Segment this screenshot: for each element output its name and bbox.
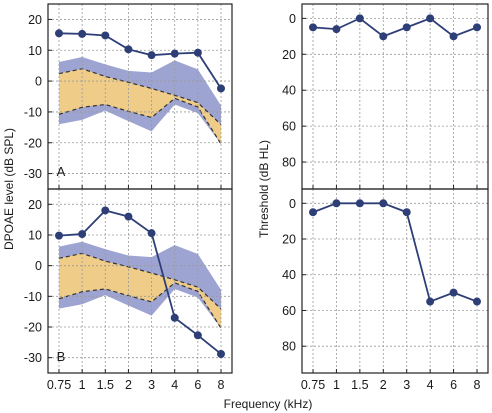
- panel-label: B: [57, 349, 66, 364]
- y-tick-label: -10: [24, 290, 42, 304]
- data-point: [78, 230, 87, 239]
- x-tick-label: 2: [125, 378, 132, 392]
- data-point: [55, 29, 63, 38]
- y-tick-label: 0: [289, 197, 296, 211]
- y-tick-label: -20: [24, 321, 42, 335]
- data-point: [170, 313, 179, 322]
- data-point: [170, 49, 179, 58]
- y-tick-label: 10: [28, 229, 42, 243]
- y-tick-label: 20: [28, 198, 42, 212]
- data-point: [402, 23, 411, 32]
- data-point: [332, 199, 341, 208]
- dashed-boundary-lower: [58, 282, 222, 329]
- normative-inner-band: [59, 68, 221, 144]
- data-point: [402, 208, 411, 217]
- y-tick-label: -30: [24, 351, 42, 365]
- data-point: [355, 14, 364, 23]
- data-point: [309, 23, 317, 32]
- chart-panel-2: 20 10 0 -10 -20 -30 0.75 1 1.5 2 3 4 6 8 B: [24, 188, 233, 392]
- data-point: [379, 32, 388, 41]
- chart-panel-4: 0 20 40 60 80 0.75 1 1.5 2 3 4 6 8: [282, 188, 489, 392]
- data-point: [55, 231, 63, 240]
- data-point: [217, 84, 225, 93]
- y-tick-label: 0: [289, 12, 296, 26]
- y-tick-label: 40: [282, 84, 296, 98]
- data-point: [473, 297, 481, 306]
- x-tick-label: 1: [333, 378, 340, 392]
- x-tick-label: 6: [194, 378, 201, 392]
- data-point: [101, 206, 110, 215]
- data-point: [217, 349, 225, 358]
- y-tick-label: -30: [24, 167, 42, 181]
- y-tick-label: 60: [282, 304, 296, 318]
- data-point: [426, 297, 435, 306]
- data-point: [193, 331, 202, 340]
- y-tick-label: 0: [35, 259, 42, 273]
- panel-label: A: [57, 164, 66, 179]
- dashed-boundary-upper: [58, 68, 222, 125]
- x-tick-label: 6: [450, 378, 457, 392]
- x-tick-label: 4: [171, 378, 178, 392]
- x-tick-label: 8: [218, 378, 225, 392]
- data-point: [124, 45, 133, 54]
- x-tick-label: 1: [79, 378, 86, 392]
- y-tick-label: -20: [24, 136, 42, 150]
- data-point: [101, 31, 110, 40]
- x-tick-label: 3: [148, 378, 155, 392]
- y-axis-title-right: Threshold (dB HL): [257, 140, 271, 238]
- x-tick-label: 0.75: [47, 378, 71, 392]
- y-tick-label: 20: [282, 233, 296, 247]
- data-point: [193, 48, 202, 57]
- normative-inner-band: [59, 253, 221, 329]
- panel-frame: [301, 188, 489, 374]
- x-tick-label: 8: [474, 378, 481, 392]
- y-tick-label: -10: [24, 105, 42, 119]
- y-tick-label: 10: [28, 44, 42, 58]
- x-tick-label: 0.75: [301, 378, 325, 392]
- data-point: [309, 208, 317, 217]
- data-point: [147, 51, 156, 60]
- y-tick-label: 20: [282, 48, 296, 62]
- chart-panel-3: 0 20 40 60 80: [282, 3, 489, 190]
- data-point: [449, 32, 458, 41]
- dashed-boundary-lower: [58, 97, 222, 145]
- y-tick-label: 80: [282, 156, 296, 170]
- data-point: [124, 212, 133, 221]
- data-point: [332, 25, 341, 34]
- data-point: [449, 288, 458, 297]
- data-point: [426, 14, 435, 23]
- y-tick-label: 40: [282, 268, 296, 282]
- series-line: [58, 209, 222, 355]
- data-point: [147, 229, 156, 238]
- x-tick-label: 3: [403, 378, 410, 392]
- series-line: [312, 202, 478, 303]
- data-point: [379, 199, 388, 208]
- y-tick-label: 0: [35, 75, 42, 89]
- x-tick-label: 4: [427, 378, 434, 392]
- chart-panel-1: 20 10 0 -10 -20 -30 A: [24, 3, 233, 190]
- x-axis-title: Frequency (kHz): [224, 397, 313, 411]
- data-point: [355, 199, 364, 208]
- y-tick-label: 60: [282, 120, 296, 134]
- data-point: [473, 23, 481, 32]
- data-point: [78, 29, 87, 38]
- y-axis-title-left: DPOAE level (dB SPL): [2, 128, 16, 250]
- series-line: [312, 17, 478, 38]
- x-tick-label: 1.5: [97, 378, 114, 392]
- x-tick-label: 2: [380, 378, 387, 392]
- y-tick-label: 80: [282, 340, 296, 354]
- x-tick-label: 1.5: [351, 378, 368, 392]
- panel-frame: [47, 188, 233, 374]
- dashed-boundary-upper: [58, 252, 222, 310]
- y-tick-label: 20: [28, 13, 42, 27]
